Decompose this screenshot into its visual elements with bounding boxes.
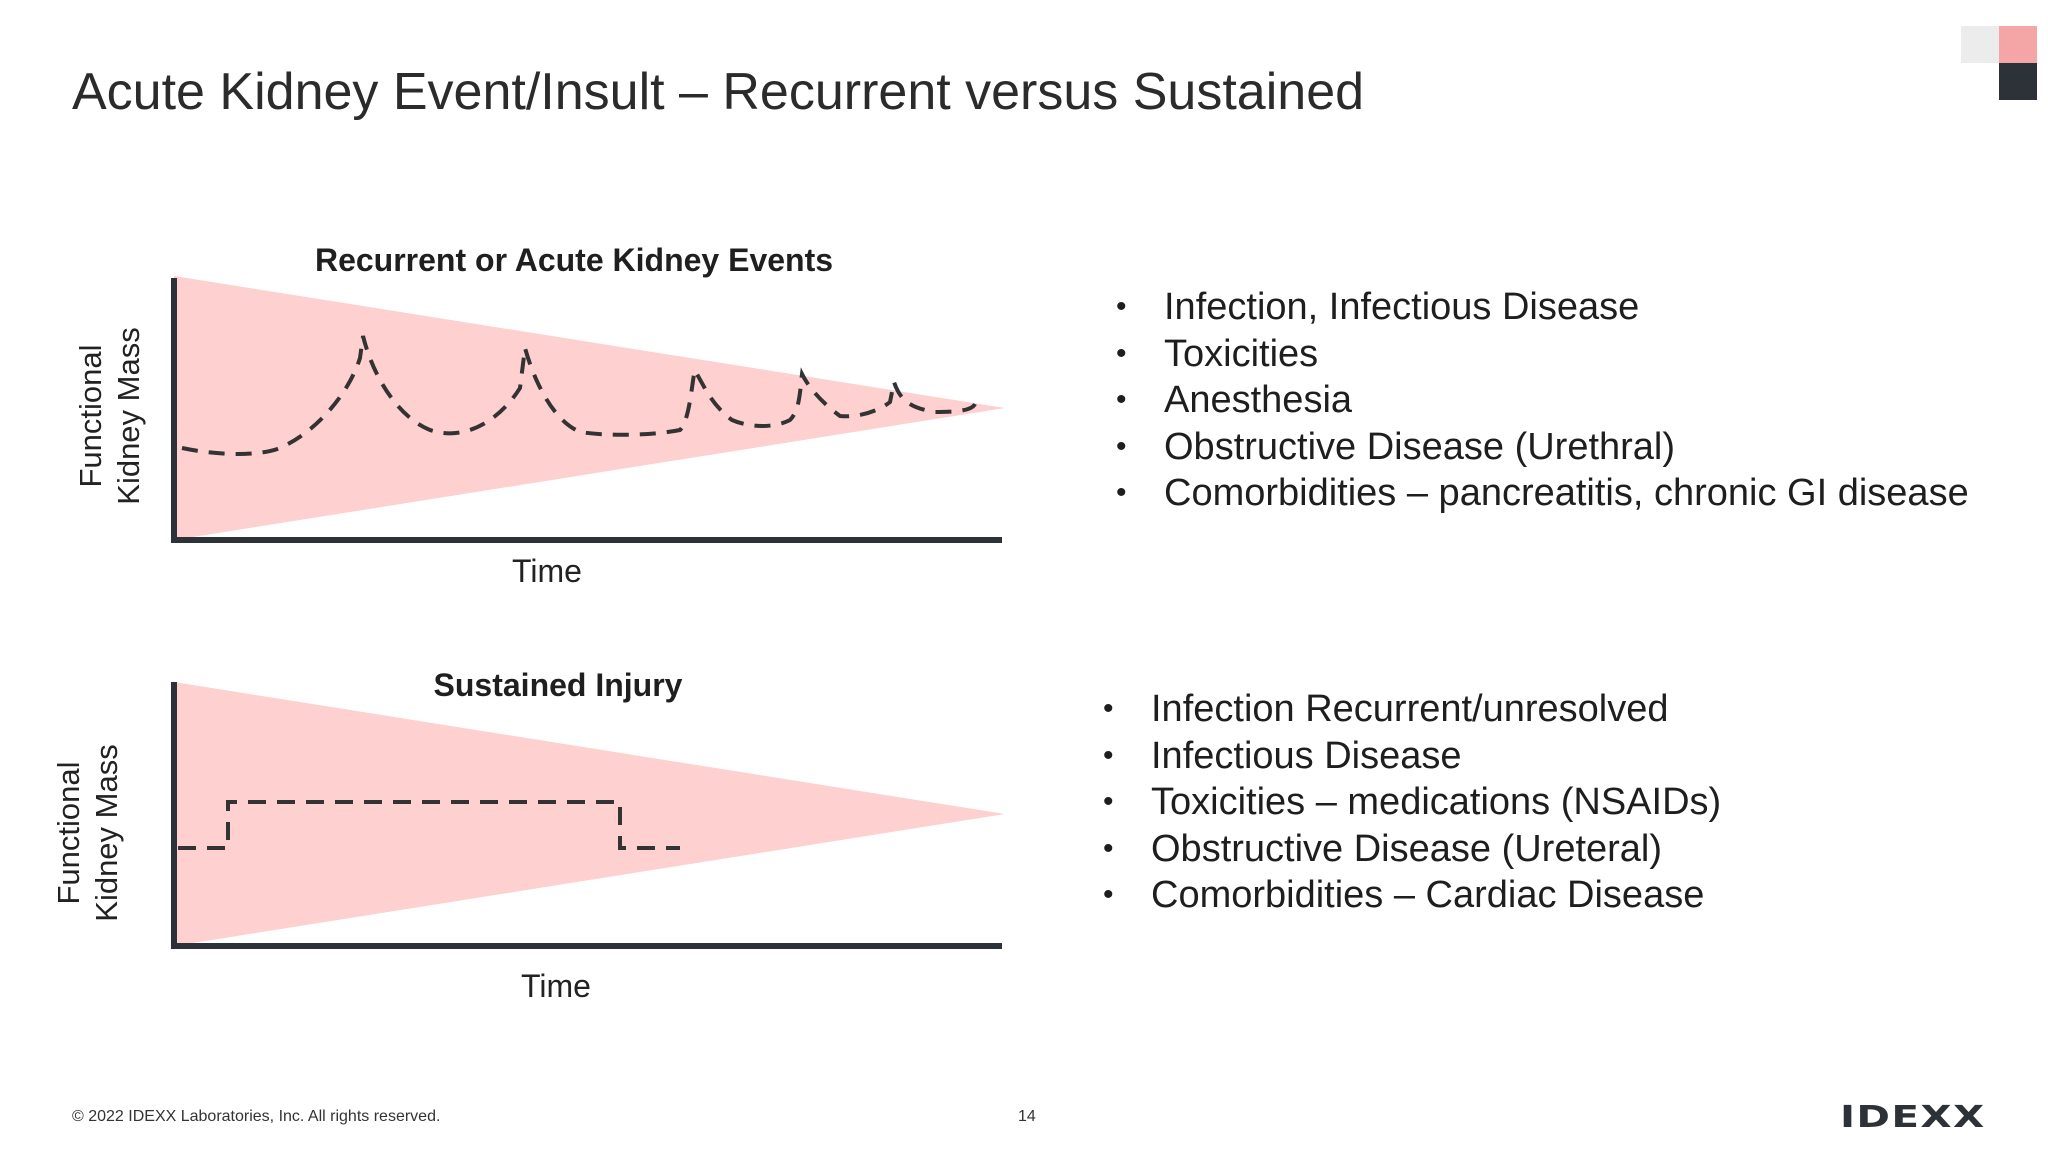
sustained-diagram-title: Sustained Injury bbox=[433, 667, 683, 703]
sustained-y-label-line2: Kidney Mass bbox=[89, 744, 124, 922]
sustained-wedge bbox=[174, 682, 1005, 946]
recurrent-diagram-title: Recurrent or Acute Kidney Events bbox=[314, 242, 834, 278]
sustained-y-label-line1: Functional bbox=[51, 761, 86, 905]
slide-title: Acute Kidney Event/Insult – Recurrent ve… bbox=[72, 63, 1365, 121]
deco-square-pink bbox=[1999, 26, 2037, 63]
sustained-diagram-svg bbox=[171, 682, 1005, 949]
deco-square-light bbox=[1961, 26, 1999, 63]
recurrent-wedge bbox=[174, 276, 1005, 540]
recurrent-x-axis-label: Time bbox=[512, 553, 582, 589]
corner-decoration bbox=[1961, 26, 2037, 100]
list-item: Obstructive Disease (Urethral) bbox=[1116, 424, 1969, 471]
list-item: Toxicities – medications (NSAIDs) bbox=[1103, 779, 1721, 826]
recurrent-y-axis-label: Functional Kidney Mass bbox=[72, 327, 148, 504]
footer-copyright: © 2022 IDEXX Laboratories, Inc. All righ… bbox=[72, 1108, 441, 1125]
recurrent-diagram bbox=[160, 270, 1020, 550]
deco-square-dark bbox=[1999, 63, 2037, 100]
list-item: Comorbidities – Cardiac Disease bbox=[1103, 872, 1721, 919]
recurrent-diagram-svg bbox=[171, 276, 1005, 543]
list-item: Infectious Disease bbox=[1103, 733, 1721, 780]
list-item: Obstructive Disease (Ureteral) bbox=[1103, 826, 1721, 873]
recurrent-bullet-list: Infection, Infectious Disease Toxicities… bbox=[1116, 284, 1969, 517]
sustained-x-axis-label: Time bbox=[521, 968, 591, 1004]
recurrent-y-label-line2: Kidney Mass bbox=[111, 327, 146, 505]
list-item: Comorbidities – pancreatitis, chronic GI… bbox=[1116, 470, 1969, 517]
list-item: Infection Recurrent/unresolved bbox=[1103, 686, 1721, 733]
page-number: 14 bbox=[1018, 1108, 1036, 1125]
list-item: Anesthesia bbox=[1116, 377, 1969, 424]
recurrent-y-label-line1: Functional bbox=[73, 344, 108, 488]
list-item: Infection, Infectious Disease bbox=[1116, 284, 1969, 331]
idexx-logo: IDEXX bbox=[1840, 1100, 1986, 1135]
list-item: Toxicities bbox=[1116, 331, 1969, 378]
sustained-dashed-trace bbox=[178, 800, 680, 850]
recurrent-dashed-trace bbox=[181, 335, 977, 456]
sustained-y-axis-label: Functional Kidney Mass bbox=[50, 744, 126, 921]
sustained-bullet-list: Infection Recurrent/unresolved Infectiou… bbox=[1103, 686, 1721, 919]
sustained-diagram bbox=[160, 678, 1020, 958]
